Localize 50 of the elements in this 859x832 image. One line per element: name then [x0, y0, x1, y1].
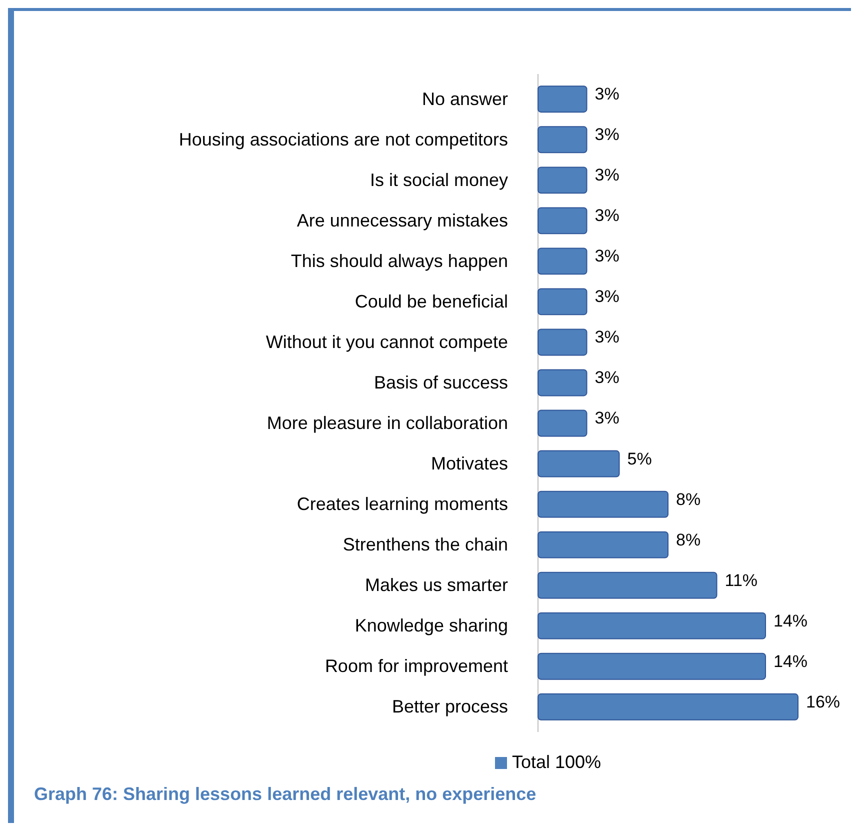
data-label: 16%: [806, 692, 840, 712]
y-tick-label: No answer: [422, 88, 508, 109]
bar: [538, 490, 668, 518]
bar: [538, 652, 766, 680]
y-tick-label: Could be beneficial: [354, 291, 508, 312]
y-tick-label: Makes us smarter: [364, 575, 508, 596]
y-tick-label: Housing associations are not competitors: [178, 129, 508, 150]
data-label: 3%: [594, 84, 620, 104]
bar: [538, 612, 766, 640]
y-tick-label: Knowledge sharing: [354, 616, 508, 636]
data-label: 11%: [724, 570, 758, 590]
data-label: 5%: [627, 449, 652, 468]
data-label: 3%: [594, 246, 620, 266]
bar: [538, 126, 588, 154]
y-tick-label: Basis of success: [374, 372, 508, 392]
bar: [538, 248, 588, 275]
y-tick-label: This should always happen: [290, 250, 508, 271]
bar: [538, 572, 718, 599]
data-label: 3%: [594, 328, 620, 347]
y-tick-label: More pleasure in collaboration: [266, 413, 508, 434]
y-tick-label: Without it you cannot compete: [266, 332, 508, 352]
y-tick-label: Motivates: [430, 454, 508, 474]
bar: [538, 369, 588, 396]
data-label: 3%: [594, 125, 620, 144]
data-label: 3%: [594, 368, 620, 388]
bar: [538, 450, 620, 478]
data-label: 8%: [676, 490, 701, 509]
data-label: 3%: [594, 408, 620, 428]
bar: [538, 207, 588, 234]
text: Graph 76: Sharing lessons learned relevant, no experience: [34, 784, 536, 804]
data-label: 8%: [676, 530, 701, 550]
data-label: 3%: [594, 166, 620, 185]
bar: [538, 693, 798, 720]
y-tick-label: Creates learning moments: [296, 494, 508, 514]
bar: [538, 86, 588, 113]
bar: [538, 531, 668, 558]
y-tick-label: Is it social money: [370, 170, 508, 190]
data-label: 3%: [594, 206, 620, 226]
y-tick-label: Are unnecessary mistakes: [296, 210, 508, 230]
data-label: 3%: [594, 287, 620, 306]
y-tick-label: Strenthens the chain: [342, 534, 508, 555]
data-label: 14%: [774, 611, 808, 630]
legend-label: Total 100%: [512, 752, 602, 772]
bar: [538, 410, 588, 437]
data-label: 14%: [774, 652, 808, 671]
y-tick-label: Room for improvement: [324, 656, 508, 676]
y-tick-label: Better process: [392, 696, 508, 717]
bar: [538, 288, 588, 316]
bar: [538, 166, 588, 194]
bar: [538, 328, 588, 356]
